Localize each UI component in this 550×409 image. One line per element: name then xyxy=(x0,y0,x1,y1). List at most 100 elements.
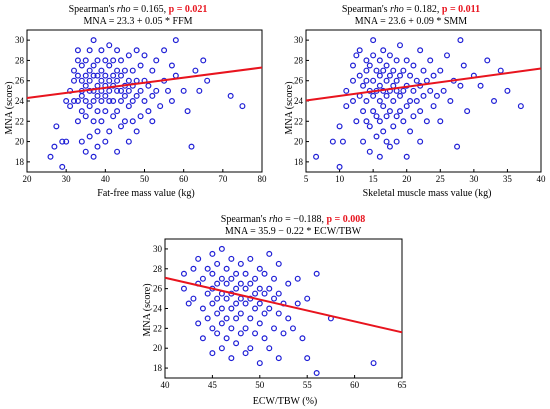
chart-smm-data-point xyxy=(336,163,343,170)
chart-smm-data-point xyxy=(336,123,343,130)
chart-ffm-data-point xyxy=(106,128,113,135)
chart-ecw-tbw-data-point xyxy=(223,295,230,302)
chart-ecw-tbw-x-tick-label: 40 xyxy=(161,380,171,390)
chart-ecw-tbw-data-point xyxy=(204,290,211,297)
chart-ffm-data-point xyxy=(74,118,81,125)
chart-ecw-tbw-data-point xyxy=(304,355,311,362)
chart-ecw-tbw-y-tick-label: 30 xyxy=(153,244,163,254)
chart-ecw-tbw-data-point xyxy=(275,260,282,267)
chart-smm-data-point xyxy=(380,128,387,135)
chart-ffm-x-tick-label: 70 xyxy=(218,174,228,184)
chart-smm-data-point xyxy=(437,118,444,125)
chart-ffm-data-point xyxy=(78,77,85,84)
chart-ffm-data-point xyxy=(47,153,54,160)
chart-smm-data-point xyxy=(430,72,437,79)
chart-ffm-data-point xyxy=(98,47,105,54)
chart-ffm-data-point xyxy=(106,42,113,49)
chart-ffm-data-point xyxy=(74,72,81,79)
chart-ecw-tbw-regression-line xyxy=(164,276,403,334)
chart-smm-data-point xyxy=(410,62,417,69)
chart-ecw-tbw-data-point xyxy=(242,300,249,307)
chart-smm-data-point xyxy=(393,113,400,120)
chart-ffm-data-point xyxy=(145,108,152,115)
chart-ffm-data-point xyxy=(168,62,175,69)
chart-smm-data-point xyxy=(393,57,400,64)
chart-ecw-tbw-x-tick-label: 65 xyxy=(398,380,408,390)
chart-ecw-tbw-y-tick-label: 26 xyxy=(153,284,163,294)
chart-ecw-tbw-data-point xyxy=(218,345,225,352)
chart-ecw-tbw-x-tick-label: 50 xyxy=(255,380,265,390)
chart-ffm-data-point xyxy=(153,57,160,64)
chart-ffm-data-point xyxy=(188,143,195,150)
chart-smm-data-point xyxy=(380,47,387,54)
chart-ecw-tbw-data-point xyxy=(252,275,259,282)
chart-smm-data-point xyxy=(413,97,420,104)
chart-ffm-data-point xyxy=(94,82,101,89)
chart-ecw-tbw-data-point xyxy=(247,345,254,352)
chart-ffm: Spearman's rho = 0.165, p = 0.021 MNA = … xyxy=(4,4,267,199)
chart-ecw-tbw-y-tick-label: 18 xyxy=(153,363,163,373)
chart-ffm-data-point xyxy=(98,67,105,74)
chart-smm-data-point xyxy=(393,138,400,145)
chart-smm-data-point xyxy=(390,67,397,74)
chart-ffm-data-point xyxy=(110,72,117,79)
chart-ecw-tbw-data-point xyxy=(228,255,235,262)
chart-smm-data-point xyxy=(363,67,370,74)
chart-smm-data-point xyxy=(350,77,357,84)
chart-ffm-y-tick-label: 28 xyxy=(15,55,25,65)
chart-ecw-tbw-x-tick-label: 55 xyxy=(303,380,313,390)
chart-smm-y-tick-label: 22 xyxy=(294,116,303,126)
chart-smm-data-point xyxy=(383,138,390,145)
chart-smm-data-point xyxy=(417,47,424,54)
chart-smm-data-point xyxy=(370,92,377,99)
chart-ffm-y-tick-label: 20 xyxy=(15,137,25,147)
chart-ecw-tbw-equation: MNA = 35.9 − 0.22 * ECW/TBW xyxy=(225,226,362,237)
chart-smm-data-point xyxy=(427,57,434,64)
chart-smm-regression-line xyxy=(305,67,542,102)
chart-ffm-x-tick-label: 80 xyxy=(258,174,268,184)
chart-ffm-plot-area: 20 30 40 50 60 70 80 18 20 22 24 26 28 30 xyxy=(15,29,268,184)
chart-ffm-data-point xyxy=(192,67,199,74)
chart-ecw-tbw-data-point xyxy=(289,325,296,332)
chart-ffm-data-point xyxy=(149,67,156,74)
chart-smm-data-point xyxy=(356,47,363,54)
chart-ffm-data-point xyxy=(82,82,89,89)
chart-ecw-tbw-data-point xyxy=(299,335,306,342)
chart-smm-x-tick-label: 15 xyxy=(369,174,379,184)
chart-ecw-tbw-data-point xyxy=(266,305,273,312)
chart-ecw-tbw-data-point xyxy=(266,345,273,352)
chart-smm-plot-area: 5 10 15 20 25 30 35 40 18 20 22 24 26 28 30 xyxy=(294,29,546,184)
chart-smm-data-point xyxy=(350,62,357,69)
chart-ecw-tbw-data-point xyxy=(223,280,230,287)
chart-ffm-data-point xyxy=(114,47,121,54)
chart-ffm-data-point xyxy=(145,82,152,89)
chart-ffm-data-point xyxy=(121,118,128,125)
chart-ffm-data-point xyxy=(180,87,187,94)
chart-smm-data-point xyxy=(491,97,498,104)
chart-ffm-data-point xyxy=(110,97,117,104)
chart-smm-data-point xyxy=(437,67,444,74)
chart-ecw-tbw-data-point xyxy=(209,270,216,277)
chart-ffm-data-point xyxy=(53,123,60,130)
chart-ffm-data-point xyxy=(106,97,113,104)
chart-smm-y-tick-label: 18 xyxy=(294,157,304,167)
chart-ffm-data-point xyxy=(59,138,66,145)
chart-smm-x-tick-label: 10 xyxy=(335,174,345,184)
chart-ecw-tbw-data-point xyxy=(209,325,216,332)
chart-ecw-tbw-data-point xyxy=(313,270,320,277)
chart-ffm-data-point xyxy=(125,52,132,59)
chart-ffm-data-point xyxy=(70,77,77,84)
chart-ecw-tbw-data-point xyxy=(223,315,230,322)
chart-ffm-data-point xyxy=(110,57,117,64)
chart-ffm-data-point xyxy=(98,118,105,125)
chart-smm-data-point xyxy=(366,62,373,69)
chart-smm-data-point xyxy=(393,77,400,84)
chart-ecw-tbw-data-point xyxy=(256,320,263,327)
chart-ffm-data-point xyxy=(129,118,136,125)
chart-ffm-stat-line: Spearman's rho = 0.165, p = 0.021 xyxy=(69,4,208,15)
chart-smm-data-point xyxy=(407,97,414,104)
chart-ecw-tbw-data-point xyxy=(252,305,259,312)
chart-smm-data-point xyxy=(363,118,370,125)
chart-ecw-tbw-data-point xyxy=(214,280,221,287)
chart-ecw-tbw-data-point xyxy=(294,275,301,282)
